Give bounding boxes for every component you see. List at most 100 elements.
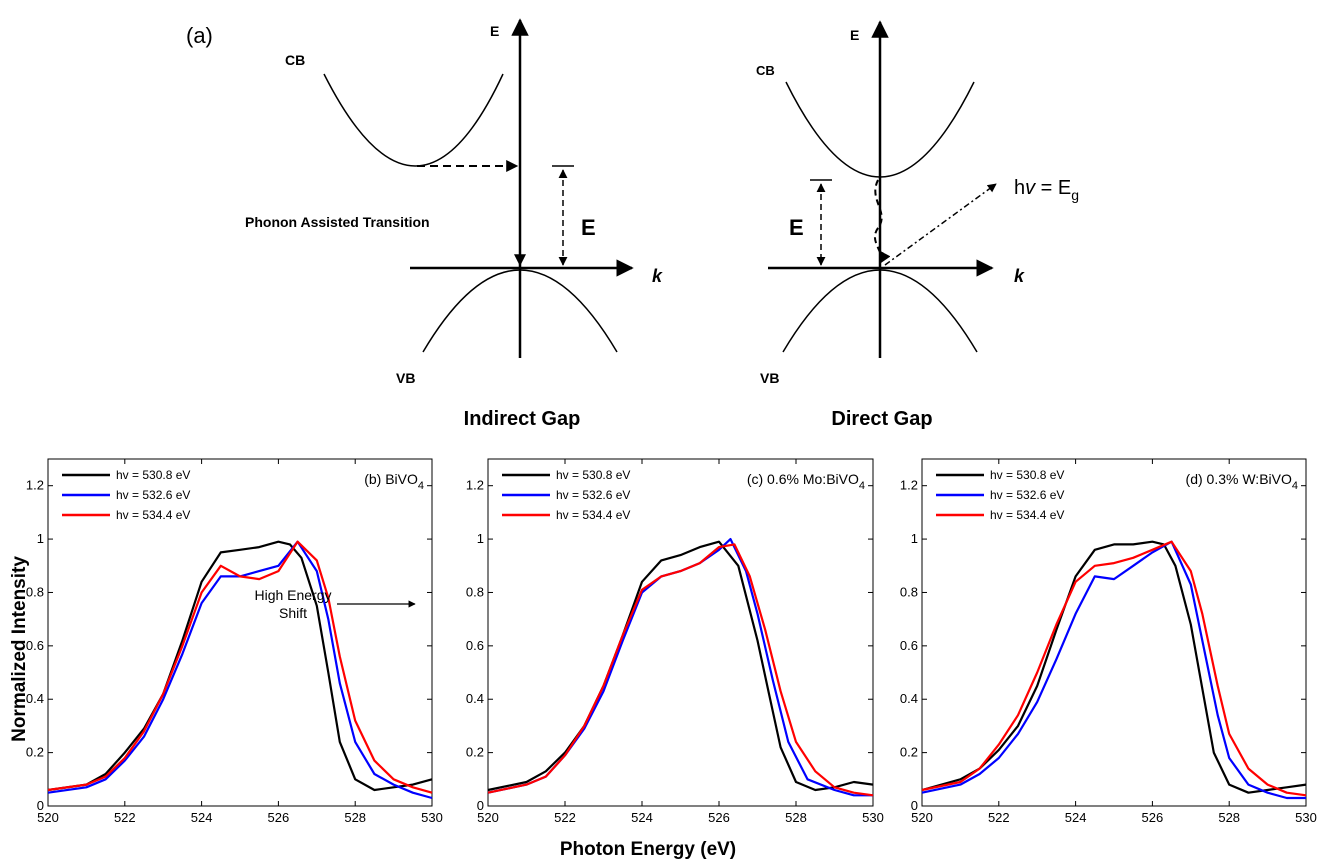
- y-tick-label: 1.2: [466, 478, 484, 493]
- y-tick-label: 0.8: [26, 584, 44, 599]
- indirect-gap-diagram: E k CB VB Phonon Assisted Transition E I…: [245, 18, 663, 430]
- legend-entry-534-4: hv = 534.4 eV: [62, 508, 190, 522]
- x-tick-label: 530: [421, 810, 443, 825]
- legend-label: hv = 532.6 eV: [556, 488, 630, 502]
- legend-label: hv = 530.8 eV: [990, 468, 1064, 482]
- direct-cb-label: CB: [756, 63, 775, 78]
- legend-label: hv = 532.6 eV: [990, 488, 1064, 502]
- indirect-gap-e-label: E: [581, 215, 596, 240]
- legend-label: hv = 530.8 eV: [116, 468, 190, 482]
- y-tick-label: 0.8: [900, 584, 918, 599]
- chart-panel-b: 520 522 524 526 528 530 0 0.2 0.4 0.6 0.8 1 1.2 hv = …: [26, 458, 443, 825]
- x-tick-label: 522: [988, 810, 1010, 825]
- legend-entry-530-8: hv = 530.8 eV: [936, 468, 1064, 482]
- x-tick-label: 528: [785, 810, 807, 825]
- x-tick-label: 524: [1065, 810, 1087, 825]
- indirect-vb-label: VB: [396, 370, 415, 386]
- y-tick-label: 0: [37, 798, 44, 813]
- x-tick-label: 526: [268, 810, 290, 825]
- direct-transition-wavy-arrow: [873, 179, 891, 265]
- x-tick-label: 520: [477, 810, 499, 825]
- y-tick-label: 1.2: [26, 478, 44, 493]
- photon-energy-label: hv = Eg: [1014, 177, 1079, 203]
- band-diagram: (a) E k CB VB Phonon Assisted Transition…: [186, 18, 1079, 430]
- direct-vb-label: VB: [760, 370, 779, 386]
- photon-emission-arrow: [884, 183, 997, 266]
- series-530-8-ev: [921, 540, 1307, 794]
- legend-label: hv = 534.4 eV: [116, 508, 190, 522]
- panel-a-label: (a): [186, 23, 213, 48]
- y-tick-label: 0.2: [466, 745, 484, 760]
- direct-gap-e-label: E: [789, 215, 804, 240]
- y-tick-label: 0.2: [900, 745, 918, 760]
- direct-gap-caption: Direct Gap: [831, 408, 932, 430]
- legend-entry-530-8: hv = 530.8 eV: [62, 468, 190, 482]
- series-534-4-ev: [921, 540, 1307, 797]
- y-tick-label: 0.6: [26, 638, 44, 653]
- x-tick-label: 522: [554, 810, 576, 825]
- indirect-k-axis-label: k: [652, 266, 663, 286]
- legend-entry-530-8: hv = 530.8 eV: [502, 468, 630, 482]
- x-tick-label: 524: [631, 810, 653, 825]
- y-tick-label: 1: [37, 531, 44, 546]
- series-534-4-ev: [487, 543, 874, 797]
- x-tick-label: 530: [1295, 810, 1317, 825]
- x-tick-label: 526: [708, 810, 730, 825]
- direct-k-axis-label: k: [1014, 266, 1025, 286]
- series-530-8-ev: [47, 540, 433, 792]
- y-tick-label: 1: [477, 531, 484, 546]
- x-tick-label: 528: [344, 810, 366, 825]
- phonon-transition-label: Phonon Assisted Transition: [245, 214, 430, 230]
- series-532-6-ev: [921, 540, 1306, 800]
- panel-title: (c) 0.6% Mo:BiVO4: [747, 471, 865, 492]
- legend-entry-534-4: hv = 534.4 eV: [936, 508, 1064, 522]
- x-tick-label: 524: [191, 810, 213, 825]
- plot-frame: [487, 458, 874, 807]
- y-tick-label: 0: [477, 798, 484, 813]
- direct-e-axis-label: E: [850, 27, 859, 43]
- legend-entry-532-6: hv = 532.6 eV: [936, 488, 1064, 502]
- shift-annotation-line1: High Energy: [254, 587, 331, 603]
- legend-entry-534-4: hv = 534.4 eV: [502, 508, 630, 522]
- high-energy-shift-annotation: High Energy Shift: [254, 587, 416, 621]
- x-tick-label: 530: [862, 810, 884, 825]
- plot-frame: [47, 458, 433, 807]
- indirect-gap-caption: Indirect Gap: [464, 408, 581, 430]
- y-tick-label: 0.4: [900, 691, 918, 706]
- direct-gap-diagram: E k CB VB hv = Eg E Direct Gap: [756, 20, 1079, 430]
- direct-vb-curve: [782, 269, 978, 353]
- legend-entry-532-6: hv = 532.6 eV: [502, 488, 630, 502]
- panel-title: (b) BiVO4: [364, 471, 424, 492]
- chart-panel-d: 520 522 524 526 528 530 0 0.2 0.4 0.6 0.8 1 1.2 hv = …: [900, 458, 1317, 825]
- indirect-vb-curve: [422, 269, 618, 353]
- x-tick-label: 526: [1142, 810, 1164, 825]
- legend-label: hv = 534.4 eV: [556, 508, 630, 522]
- legend-entry-532-6: hv = 532.6 eV: [62, 488, 190, 502]
- y-tick-label: 0.8: [466, 584, 484, 599]
- y-tick-label: 0.4: [26, 691, 44, 706]
- series-532-6-ev: [47, 540, 433, 800]
- chart-panel-c: 520 522 524 526 528 530 0 0.2 0.4 0.6 0.8 1 1.2 hv = …: [466, 458, 884, 825]
- panel-title: (d) 0.3% W:BiVO4: [1186, 471, 1298, 492]
- y-tick-label: 1: [911, 531, 918, 546]
- shared-x-axis-label: Photon Energy (eV): [560, 839, 736, 859]
- legend-label: hv = 534.4 eV: [990, 508, 1064, 522]
- legend-label: hv = 530.8 eV: [556, 468, 630, 482]
- y-tick-label: 0.4: [466, 691, 484, 706]
- y-tick-label: 0.6: [466, 638, 484, 653]
- shared-y-axis-label: Normalized Intensity: [9, 556, 30, 742]
- y-tick-label: 1.2: [900, 478, 918, 493]
- indirect-e-axis-label: E: [490, 23, 499, 39]
- legend-label: hv = 532.6 eV: [116, 488, 190, 502]
- shift-annotation-line2: Shift: [279, 605, 307, 621]
- x-tick-label: 528: [1218, 810, 1240, 825]
- y-tick-label: 0: [911, 798, 918, 813]
- indirect-cb-label: CB: [285, 52, 305, 68]
- series-534-4-ev: [47, 540, 433, 794]
- x-tick-label: 520: [37, 810, 59, 825]
- x-tick-label: 522: [114, 810, 136, 825]
- indirect-cb-curve: [323, 73, 504, 167]
- plot-frame: [921, 458, 1307, 807]
- y-tick-label: 0.6: [900, 638, 918, 653]
